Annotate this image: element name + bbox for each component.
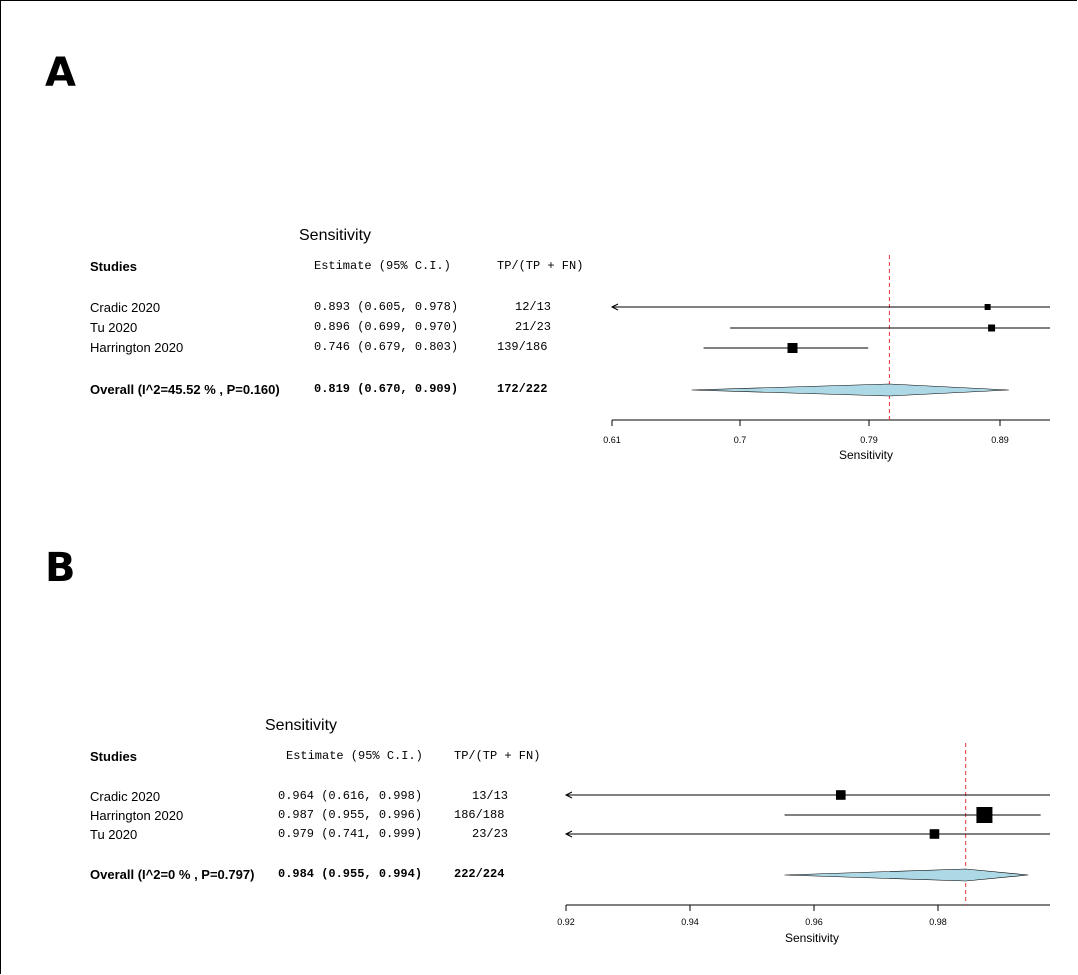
- study-estimate-a-1: 0.896 (0.699, 0.970): [314, 320, 459, 334]
- x-tick-label-a-3: 0.89: [991, 435, 1009, 445]
- study-counts-b-0: 13/13: [472, 789, 509, 803]
- study-counts-a-0: 12/13: [515, 300, 552, 314]
- plot-title-a: Sensitivity: [299, 227, 372, 244]
- point-estimate-b-2: [929, 829, 940, 839]
- header-counts-a: TP/(TP + FN): [497, 259, 584, 273]
- x-axis-label-a: Sensitivity: [839, 448, 893, 462]
- ci-arrow-left-b-2: [564, 830, 573, 838]
- study-name-b-2: Tu 2020: [90, 827, 138, 842]
- x-axis-label-b: Sensitivity: [785, 931, 839, 945]
- study-name-b-1: Harrington 2020: [90, 808, 184, 823]
- point-estimate-a-1: [988, 324, 996, 332]
- x-tick-label-b-1: 0.94: [681, 917, 699, 927]
- header-counts-b: TP/(TP + FN): [454, 749, 541, 763]
- point-estimate-b-0: [835, 790, 846, 800]
- point-estimate-a-0: [984, 304, 991, 310]
- study-name-a-2: Harrington 2020: [90, 340, 184, 355]
- ci-arrow-left-a-0: [610, 303, 619, 311]
- overall-estimate-a: 0.819 (0.670, 0.909): [314, 382, 459, 396]
- x-tick-label-a-0: 0.61: [603, 435, 621, 445]
- overall-diamond-b: [784, 868, 1029, 882]
- header-studies-a: Studies: [90, 259, 137, 274]
- study-counts-a-2: 139/186: [497, 340, 548, 354]
- x-tick-label-b-3: 0.98: [929, 917, 947, 927]
- overall-counts-a: 172/222: [497, 382, 548, 396]
- study-estimate-b-0: 0.964 (0.616, 0.998): [278, 789, 423, 803]
- study-name-a-1: Tu 2020: [90, 320, 138, 335]
- ci-arrow-left-b-0: [564, 791, 573, 799]
- x-tick-label-a-2: 0.79: [860, 435, 878, 445]
- x-tick-label-b-0: 0.92: [557, 917, 575, 927]
- header-studies-b: Studies: [90, 749, 137, 764]
- overall-estimate-b: 0.984 (0.955, 0.994): [278, 867, 423, 881]
- plot-title-b: Sensitivity: [265, 717, 338, 734]
- study-name-a-0: Cradic 2020: [90, 300, 161, 315]
- panel-label-a: A: [45, 50, 76, 96]
- x-tick-label-b-2: 0.96: [805, 917, 823, 927]
- study-estimate-b-2: 0.979 (0.741, 0.999): [278, 827, 423, 841]
- study-estimate-a-2: 0.746 (0.679, 0.803): [314, 340, 459, 354]
- point-estimate-b-1: [976, 807, 993, 823]
- header-estimate-a: Estimate (95% C.I.): [314, 259, 451, 273]
- study-counts-a-1: 21/23: [515, 320, 552, 334]
- study-counts-b-1: 186/188: [454, 808, 505, 822]
- overall-diamond-a: [691, 383, 1009, 397]
- study-counts-b-2: 23/23: [472, 827, 509, 841]
- x-tick-label-a-1: 0.7: [734, 435, 747, 445]
- overall-counts-b: 222/224: [454, 867, 505, 881]
- study-estimate-a-0: 0.893 (0.605, 0.978): [314, 300, 459, 314]
- study-estimate-b-1: 0.987 (0.955, 0.996): [278, 808, 423, 822]
- header-estimate-b: Estimate (95% C.I.): [286, 749, 423, 763]
- study-name-b-0: Cradic 2020: [90, 789, 161, 804]
- panel-label-b: B: [45, 545, 76, 591]
- point-estimate-a-2: [787, 343, 798, 353]
- overall-name-b: Overall (I^2=0 % , P=0.797): [90, 867, 255, 882]
- overall-name-a: Overall (I^2=45.52 % , P=0.160): [90, 382, 280, 397]
